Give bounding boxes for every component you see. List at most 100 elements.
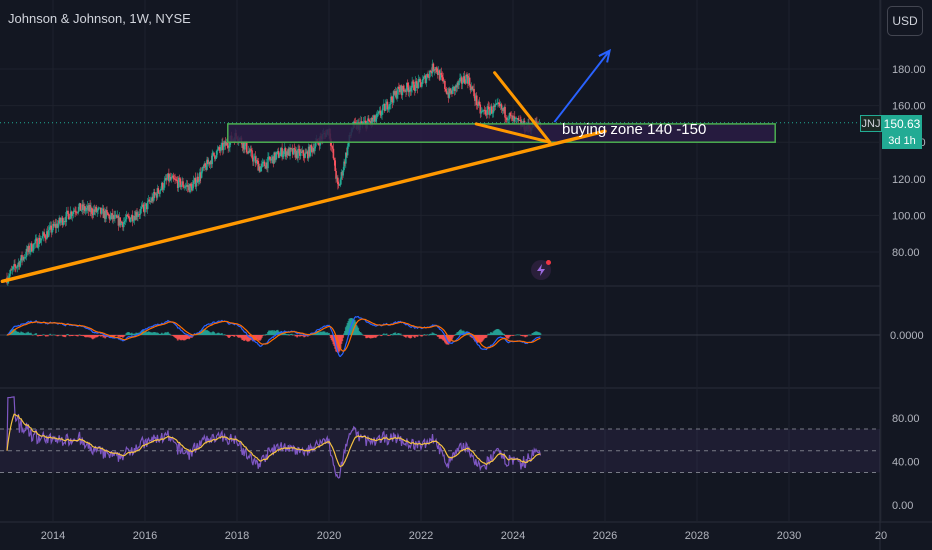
candle-body [250, 149, 252, 151]
candle-body [110, 213, 113, 216]
macd-histogram-bar [451, 335, 454, 338]
macd-histogram-bar [124, 334, 127, 336]
wedge-lower-line [474, 122, 552, 144]
candle-body [401, 86, 404, 96]
candle-body [283, 151, 285, 155]
candle-body [445, 90, 448, 94]
candle-body [82, 204, 84, 210]
candle-body [224, 141, 227, 146]
candle-body [303, 155, 306, 158]
candle-body [346, 146, 349, 156]
candle-body [30, 243, 32, 251]
candle-body [385, 101, 388, 105]
macd-histogram-bar [288, 335, 291, 336]
candle-body [294, 149, 297, 158]
candle-body [482, 110, 484, 112]
candle-body [199, 172, 202, 178]
candle-body [345, 152, 347, 164]
macd-histogram-bar [385, 333, 388, 335]
candle-body [77, 206, 80, 212]
candle-body [307, 146, 310, 159]
macd-histogram-bar [37, 335, 39, 337]
candle-body [261, 161, 264, 164]
candle-body [478, 101, 481, 105]
candle-body [444, 80, 446, 89]
candle-body [462, 76, 465, 83]
candle-body [35, 238, 37, 240]
candle-body [412, 81, 414, 83]
candle-body [503, 107, 505, 112]
candle-body [473, 88, 475, 97]
candle-body [28, 245, 30, 253]
candle-body [291, 148, 294, 155]
candle-body [131, 214, 134, 222]
candle-body [411, 81, 413, 88]
candle-body [508, 113, 511, 120]
macd-histogram-bar [221, 333, 223, 335]
macd-histogram-bar [519, 334, 521, 336]
candle-body [414, 90, 416, 91]
candle-body [491, 112, 494, 114]
candle-body [295, 150, 298, 158]
candle-body [205, 165, 207, 170]
candle-body [219, 149, 221, 151]
candle-body [69, 217, 71, 220]
candle-body [130, 214, 133, 219]
candle-body [472, 88, 474, 90]
candle-body [200, 171, 203, 178]
candle-body [19, 260, 22, 267]
candle-body [467, 77, 470, 84]
macd-histogram-bar [397, 333, 400, 335]
candle-body [80, 209, 83, 211]
candle-body [152, 196, 154, 201]
candle-body [222, 142, 224, 151]
macd-histogram-bar [168, 333, 171, 335]
candle-body [436, 67, 438, 73]
candle-body [347, 142, 350, 147]
candle-body [81, 204, 83, 210]
candle-body [375, 113, 378, 119]
candle-body [335, 170, 337, 179]
candle-body [518, 120, 520, 121]
macd-histogram-bar [47, 335, 50, 336]
candle-body [444, 88, 447, 91]
candle-body [282, 154, 284, 158]
macd-line [6, 315, 541, 358]
macd-histogram-bar [423, 334, 426, 335]
candle-body [429, 70, 431, 78]
currency-button[interactable]: USD [887, 6, 923, 36]
candle-body [139, 208, 142, 215]
candle-body [67, 210, 69, 214]
candle-body [69, 211, 72, 218]
candle-body [97, 208, 99, 211]
rsi-tick-label: 80.00 [892, 413, 920, 425]
candle-body [204, 163, 206, 166]
macd-histogram-bar [390, 334, 393, 335]
candle-body [138, 214, 140, 216]
candle-body [113, 215, 115, 219]
candle-body [469, 85, 472, 91]
candle-body [91, 207, 93, 214]
y-tick-label: 80.00 [892, 247, 920, 259]
candle-body [490, 106, 492, 111]
candle-body [314, 146, 316, 152]
candle-body [211, 153, 214, 165]
candle-body [422, 77, 425, 80]
candle-body [299, 151, 302, 156]
candle-body [153, 192, 155, 201]
wedge-upper-line [493, 71, 552, 144]
candle-body [375, 118, 377, 122]
candle-body [407, 87, 410, 93]
lightning-bolt-icon[interactable] [531, 260, 551, 280]
candle-body [118, 217, 121, 226]
candle-body [306, 151, 309, 159]
macd-histogram-bar [453, 335, 456, 336]
candle-body [160, 188, 162, 191]
candle-body [246, 152, 249, 154]
macd-histogram-bar [77, 335, 80, 336]
candle-body [363, 120, 366, 122]
candle-body [497, 102, 499, 104]
candle-body [381, 110, 383, 115]
candle-body [249, 149, 252, 153]
